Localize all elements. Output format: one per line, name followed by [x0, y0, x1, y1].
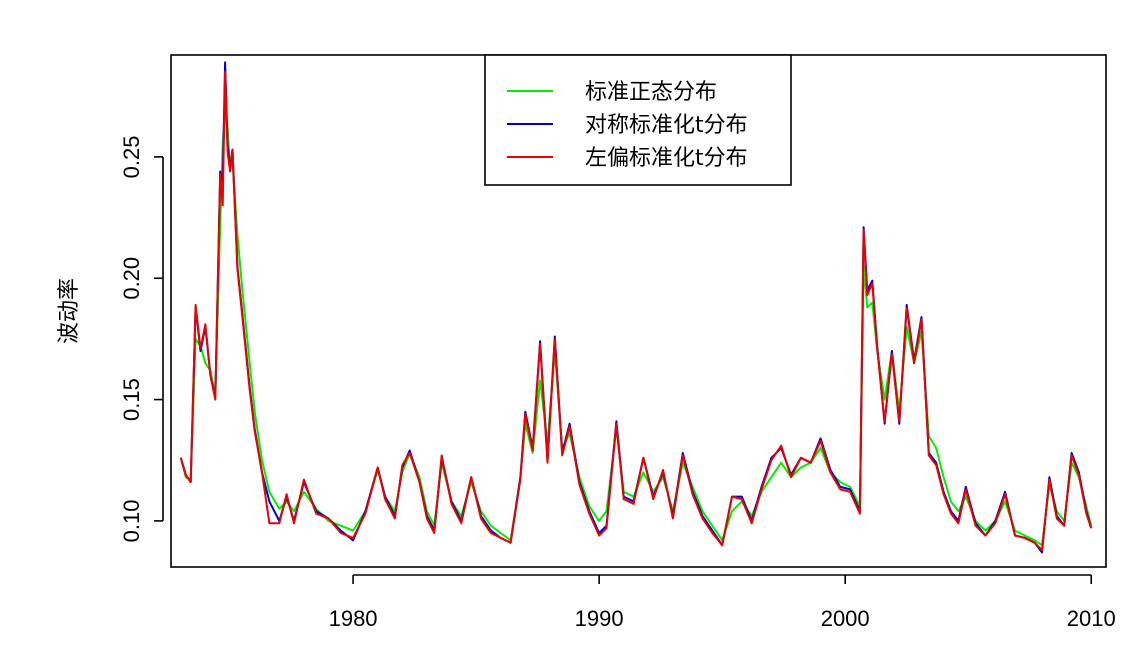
x-tick-label: 1990 — [575, 606, 624, 631]
series-layer — [179, 61, 1093, 554]
y-axis-title: 波动率 — [57, 278, 82, 344]
x-axis: 1980 1990 2000 2010 — [329, 574, 1116, 631]
series-line-2 — [179, 71, 1093, 551]
y-tick-label: 0.10 — [119, 499, 144, 542]
y-tick-label: 0.15 — [119, 378, 144, 421]
legend-label-0: 标准正态分布 — [585, 80, 717, 105]
y-tick-label: 0.25 — [119, 136, 144, 179]
y-tick-label: 0.20 — [119, 257, 144, 300]
x-tick-label: 2010 — [1067, 606, 1116, 631]
legend-box — [484, 54, 792, 186]
x-tick-label: 2000 — [821, 606, 870, 631]
legend-label-2: 左偏标准化t分布 — [585, 146, 748, 171]
y-axis: 0.10 0.15 0.20 0.25 — [119, 136, 164, 542]
legend-label-1: 对称标准化t分布 — [585, 113, 748, 138]
x-tick-label: 1980 — [329, 606, 378, 631]
